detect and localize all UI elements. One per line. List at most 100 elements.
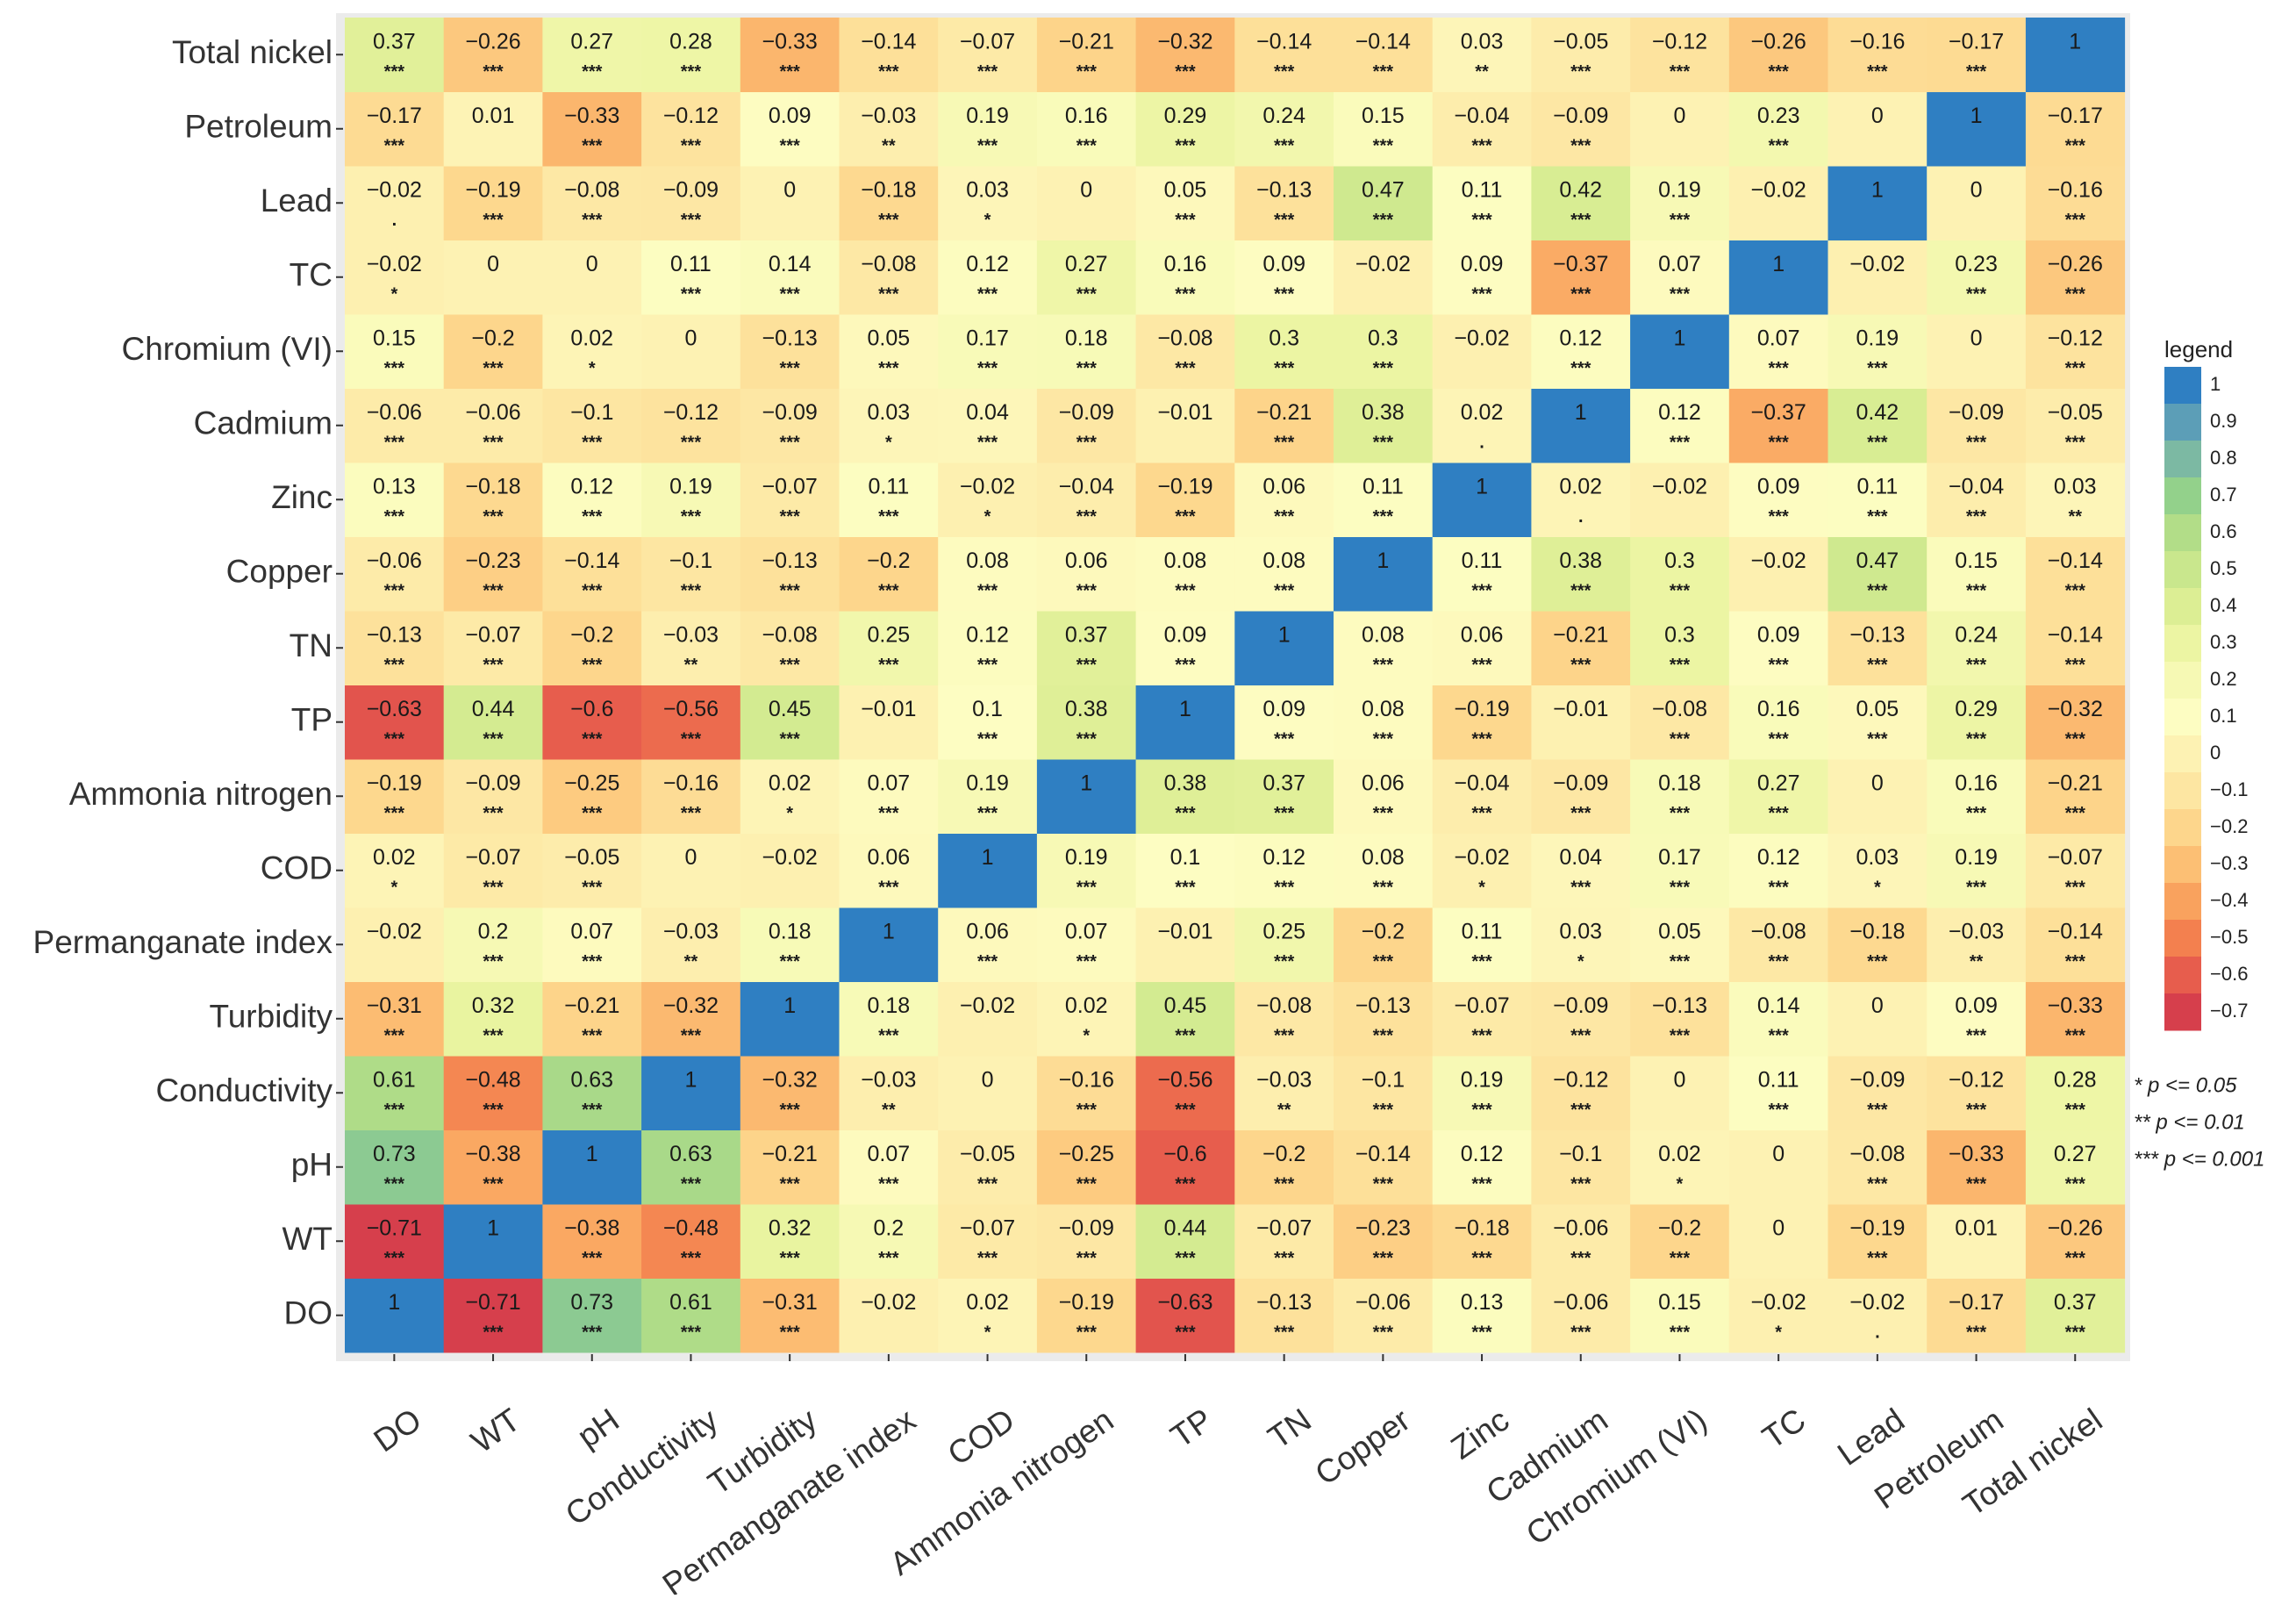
heatmap-cell xyxy=(1036,388,1137,463)
heatmap-cell xyxy=(1927,18,2027,92)
cell-value-label: 0.08 xyxy=(1362,622,1405,647)
cell-significance-label: *** xyxy=(1966,284,1987,304)
cell-value-label: 0.12 xyxy=(966,252,1009,276)
cell-significance-label: *** xyxy=(681,136,702,155)
heatmap-cell xyxy=(1728,462,1828,537)
cell-value-label: 0.03 xyxy=(868,400,911,425)
heatmap-cell xyxy=(1135,833,1235,908)
cell-value-label: 0.02 xyxy=(373,845,416,870)
heatmap-cell xyxy=(1036,166,1137,240)
y-tick-label: Turbidity xyxy=(209,999,333,1035)
cell-value-label: −0.02 xyxy=(1454,326,1509,350)
cell-value-label: 0 xyxy=(1673,1067,1685,1092)
cell-value-label: −0.04 xyxy=(1454,771,1509,795)
cell-value-label: 0.03 xyxy=(1559,919,1602,943)
cell-significance-label: *** xyxy=(483,878,504,897)
cell-significance-label: *** xyxy=(384,433,405,452)
cell-significance-label: *** xyxy=(977,804,998,823)
cell-significance-label: *** xyxy=(1373,1323,1394,1342)
cell-significance-label: *** xyxy=(1867,1101,1888,1120)
heatmap-cell xyxy=(1432,240,1532,315)
cell-significance-label: * xyxy=(1874,878,1881,897)
cell-value-label: −0.02 xyxy=(1849,252,1905,276)
heatmap-cell xyxy=(1630,759,1730,834)
cell-significance-label: *** xyxy=(582,729,603,749)
cell-value-label: 0.19 xyxy=(966,771,1009,795)
cell-significance-label: * xyxy=(1577,952,1584,972)
heatmap-cell xyxy=(1036,907,1137,982)
heatmap-cell xyxy=(1234,1204,1334,1279)
heatmap-cell xyxy=(1234,240,1334,315)
legend-tick-label: 0.6 xyxy=(2210,520,2237,542)
legend-swatch xyxy=(2164,551,2201,589)
cell-value-label: −0.17 xyxy=(2048,104,2103,128)
heatmap-cell xyxy=(1036,240,1137,315)
heatmap-cell xyxy=(1728,981,1828,1057)
cell-significance-label: *** xyxy=(1274,729,1295,749)
cell-value-label: −0.01 xyxy=(1553,697,1608,721)
cell-value-label: −0.18 xyxy=(861,177,916,202)
cell-value-label: −0.31 xyxy=(367,993,422,1018)
cell-significance-label: *** xyxy=(483,507,504,527)
cell-value-label: −0.09 xyxy=(1059,400,1114,425)
heatmap-cell xyxy=(1927,981,2027,1057)
heatmap-cell xyxy=(740,1204,840,1279)
cell-significance-label: *** xyxy=(2065,433,2086,452)
cell-value-label: 0.23 xyxy=(1757,104,1800,128)
heatmap-cell xyxy=(1036,1278,1137,1353)
cell-value-label: −0.03 xyxy=(663,919,719,943)
heatmap-cell xyxy=(345,981,445,1057)
cell-value-label: 0.42 xyxy=(1559,177,1602,202)
cell-significance-label: *** xyxy=(1175,507,1196,527)
cell-value-label: 0.08 xyxy=(1262,549,1305,573)
cell-value-label: 0.04 xyxy=(1559,845,1602,870)
heatmap-cell xyxy=(2025,1278,2126,1353)
cell-significance-label: *** xyxy=(1373,359,1394,378)
heatmap-cell xyxy=(1432,759,1532,834)
cell-value-label: 1 xyxy=(2069,29,2081,54)
heatmap-cell xyxy=(1630,91,1730,167)
heatmap-cell xyxy=(740,91,840,167)
heatmap-cell xyxy=(1135,907,1235,982)
heatmap-cell xyxy=(1630,1129,1730,1205)
cell-value-label: −0.02 xyxy=(367,919,422,943)
cell-value-label: 0 xyxy=(1772,1215,1785,1240)
cell-value-label: 0.06 xyxy=(1262,474,1305,498)
cell-significance-label: *** xyxy=(1373,804,1394,823)
heatmap-cell xyxy=(1036,1056,1137,1130)
cell-value-label: 0.07 xyxy=(1757,326,1800,350)
cell-value-label: 0.11 xyxy=(1462,177,1503,202)
heatmap-cell xyxy=(443,611,543,685)
heatmap-cell xyxy=(345,91,445,167)
y-tick-label: Chromium (VI) xyxy=(121,331,333,367)
y-tick-label: TC xyxy=(290,257,333,293)
cell-value-label: 0.08 xyxy=(1164,549,1207,573)
cell-significance-label: *** xyxy=(2065,1101,2086,1120)
heatmap-cell xyxy=(1334,685,1434,760)
cell-value-label: 0.14 xyxy=(1757,993,1800,1018)
heatmap-cell xyxy=(1531,314,1631,389)
cell-value-label: 0.63 xyxy=(570,1067,613,1092)
cell-value-label: −0.17 xyxy=(1949,1290,2004,1315)
legend-tick-label: −0.7 xyxy=(2210,1000,2248,1022)
legend-swatch xyxy=(2164,809,2201,847)
heatmap-cell xyxy=(1728,536,1828,612)
heatmap-cell xyxy=(1531,611,1631,685)
cell-significance-label: ** xyxy=(882,1101,896,1120)
heatmap-cell xyxy=(345,240,445,315)
cell-significance-label: *** xyxy=(1076,1323,1098,1342)
cell-value-label: 0.45 xyxy=(769,697,812,721)
heatmap-cell xyxy=(938,907,1038,982)
heatmap-cell xyxy=(1728,1129,1828,1205)
cell-value-label: 0.29 xyxy=(1164,104,1207,128)
cell-significance-label: *** xyxy=(1373,878,1394,897)
cell-significance-label: *** xyxy=(582,656,603,675)
cell-significance-label: *** xyxy=(1570,1026,1591,1045)
cell-significance-label: *** xyxy=(1670,1249,1691,1268)
cell-value-label: −0.26 xyxy=(1751,29,1806,54)
legend-tick-label: −0.5 xyxy=(2210,926,2248,948)
heatmap-cell xyxy=(641,833,741,908)
heatmap-cell xyxy=(1828,18,1928,92)
heatmap-cell xyxy=(1828,833,1928,908)
